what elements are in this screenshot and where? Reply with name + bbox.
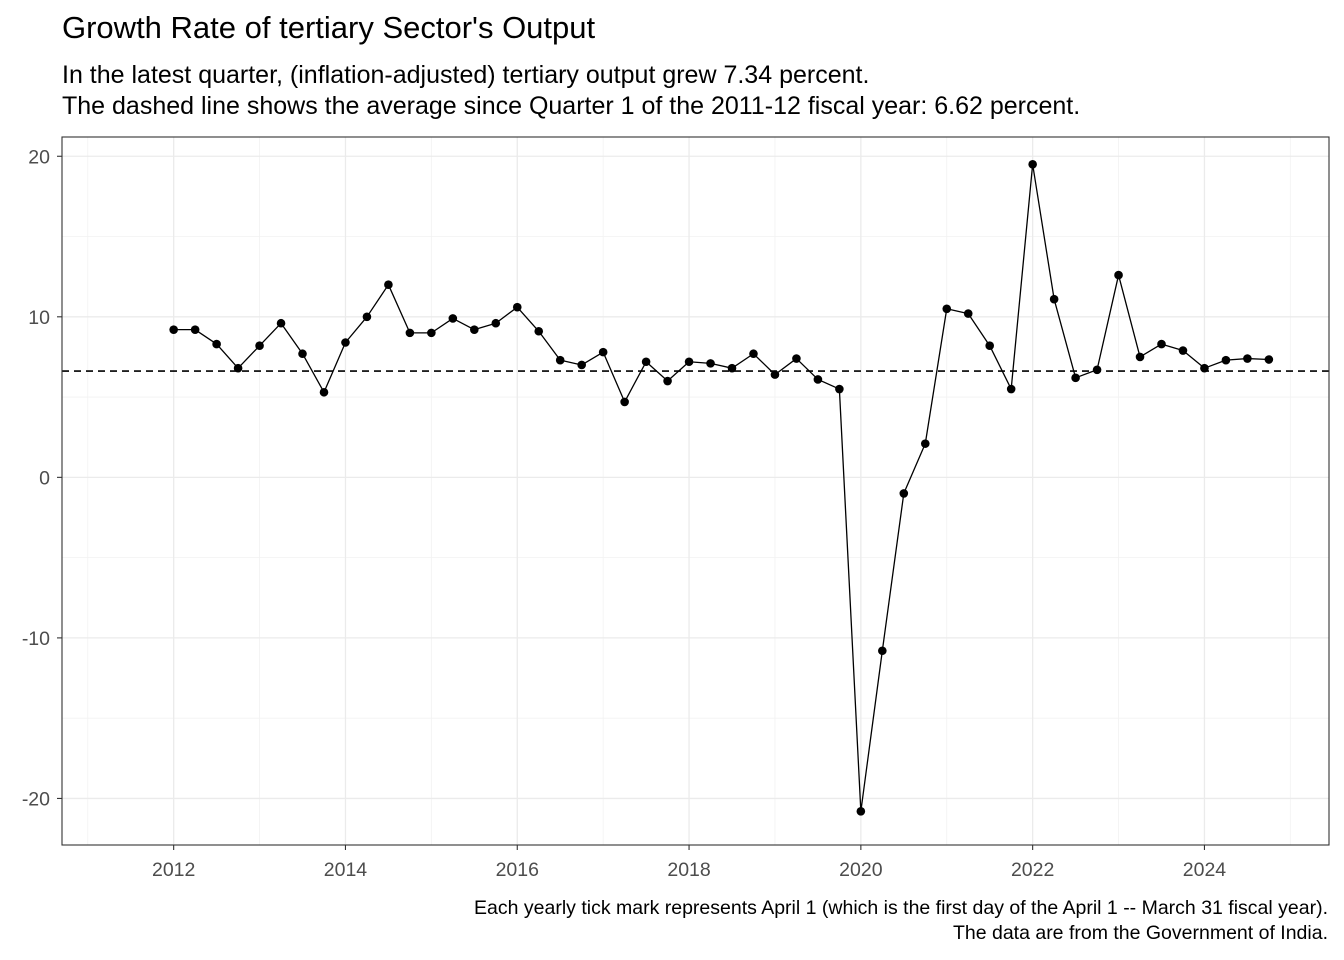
data-point <box>835 384 844 394</box>
data-point <box>878 646 887 656</box>
data-point <box>491 318 501 328</box>
data-point <box>1006 384 1016 394</box>
x-axis-tick-label: 2012 <box>152 859 195 881</box>
data-point <box>1243 354 1252 363</box>
x-axis-tick-label: 2016 <box>496 859 539 881</box>
chart-subtitle-line-1: In the latest quarter, (inflation-adjust… <box>62 61 870 89</box>
data-point <box>512 302 522 312</box>
x-axis-tick-label: 2022 <box>1011 859 1054 881</box>
y-axis-tick-label: 10 <box>28 307 50 329</box>
data-point <box>620 397 629 407</box>
data-point <box>727 363 737 373</box>
data-point <box>942 304 952 314</box>
x-axis-tick-label: 2020 <box>839 859 883 881</box>
data-point <box>405 328 415 338</box>
data-point <box>1049 294 1059 304</box>
data-point <box>770 370 780 379</box>
data-point <box>684 357 694 367</box>
minor-gridlines <box>62 137 1329 845</box>
y-axis-tick-label: -20 <box>22 788 50 810</box>
data-point <box>255 341 264 351</box>
data-point <box>448 314 458 323</box>
data-point <box>792 354 801 363</box>
data-point <box>1178 346 1188 355</box>
data-point <box>190 325 200 334</box>
data-point <box>641 357 651 367</box>
data-point <box>856 806 866 816</box>
series-line <box>173 163 1269 812</box>
data-point <box>233 363 243 373</box>
data-point <box>813 375 823 384</box>
data-point <box>1264 355 1274 364</box>
data-point <box>1135 352 1145 362</box>
data-point <box>1028 159 1037 169</box>
x-axis-tick-label: 2018 <box>667 859 710 881</box>
data-point <box>427 328 436 338</box>
panel-border <box>61 136 1330 846</box>
caption-line-1: Each yearly tick mark represents April 1… <box>474 897 1328 919</box>
x-axis-tick-label: 2024 <box>1183 859 1227 881</box>
caption-line-2: The data are from the Government of Indi… <box>952 922 1328 944</box>
data-point <box>276 318 286 328</box>
data-point <box>1200 363 1209 373</box>
data-point <box>920 439 930 448</box>
x-axis-tick-label: 2014 <box>324 859 368 881</box>
axis-layer: 2012 2014 2016 2018 2020 2022 2024 -20 -10 0 10 20 <box>22 146 1226 881</box>
data-point <box>1221 355 1231 365</box>
y-axis-tick-label: -10 <box>22 628 50 650</box>
data-point <box>1114 270 1123 280</box>
data-point <box>706 359 715 368</box>
data-point <box>577 360 586 370</box>
data-point <box>963 309 973 318</box>
data-point <box>470 325 479 334</box>
data-point <box>341 338 350 347</box>
series-layer <box>169 159 1274 816</box>
data-point <box>298 349 307 359</box>
data-point <box>362 312 372 322</box>
y-axis-tick-label: 20 <box>28 146 50 168</box>
data-point <box>663 376 672 386</box>
data-point <box>212 339 221 349</box>
data-point <box>534 326 544 336</box>
data-point <box>319 387 329 397</box>
data-point <box>555 355 565 365</box>
data-point <box>598 347 608 357</box>
y-axis-tick-label: 0 <box>39 467 50 489</box>
data-point <box>899 489 909 498</box>
data-point <box>1092 365 1102 375</box>
data-point <box>985 341 995 351</box>
chart-subtitle-line-2: The dashed line shows the average since … <box>62 92 1081 120</box>
data-point <box>749 349 758 359</box>
chart-title: Growth Rate of tertiary Sector's Output <box>62 10 596 45</box>
data-point <box>384 280 393 290</box>
major-gridlines <box>62 137 1329 845</box>
data-point <box>1157 339 1166 349</box>
data-point <box>1071 373 1080 383</box>
data-point <box>169 325 178 334</box>
